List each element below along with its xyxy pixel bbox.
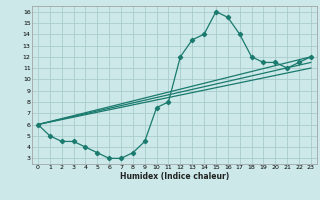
X-axis label: Humidex (Indice chaleur): Humidex (Indice chaleur)	[120, 172, 229, 181]
